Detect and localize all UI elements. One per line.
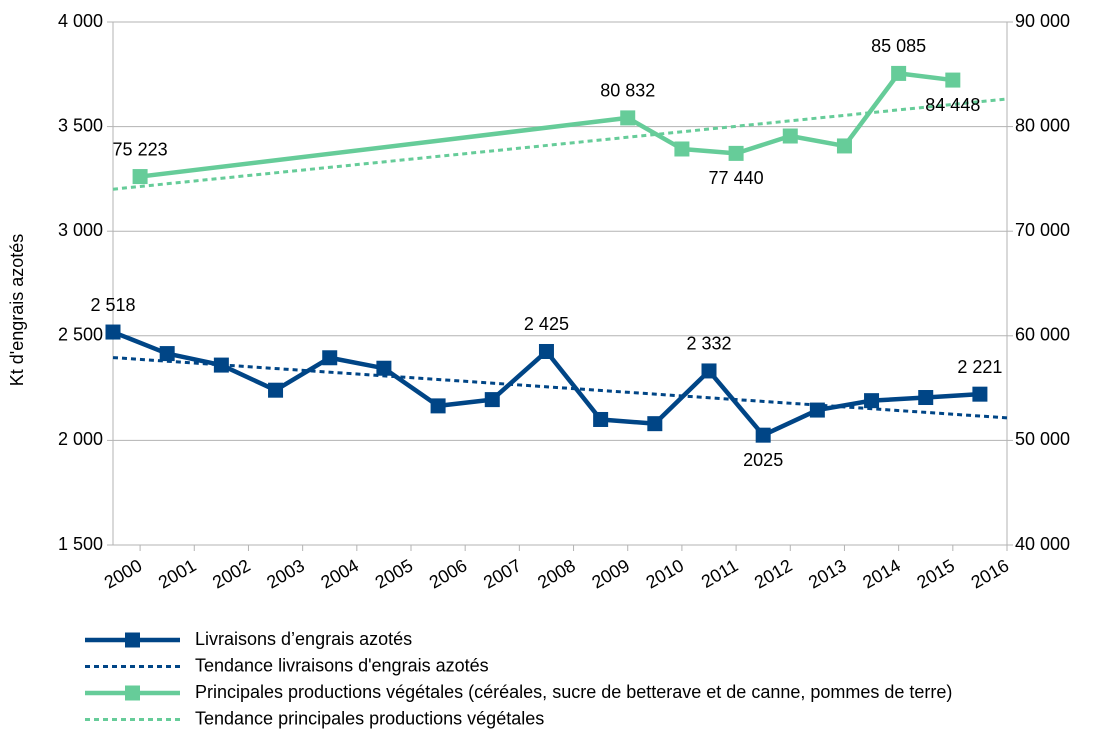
marker bbox=[132, 169, 148, 185]
x-tick-label: 2004 bbox=[317, 555, 362, 592]
marker bbox=[484, 392, 500, 408]
marker bbox=[701, 363, 717, 379]
x-tick-label: 2016 bbox=[968, 555, 1013, 592]
marker bbox=[918, 390, 934, 406]
data-label: 80 832 bbox=[600, 81, 655, 101]
marker bbox=[593, 411, 609, 427]
marker bbox=[430, 398, 446, 414]
marker bbox=[268, 382, 284, 398]
marker bbox=[538, 343, 554, 359]
y-tick-label: 3 500 bbox=[58, 115, 103, 135]
legend-label: Tendance principales productions végétal… bbox=[195, 708, 544, 728]
y2-tick-label: 60 000 bbox=[1015, 325, 1070, 345]
y2-tick-label: 40 000 bbox=[1015, 534, 1070, 554]
trend-line bbox=[112, 97, 1008, 191]
marker bbox=[836, 138, 852, 154]
marker bbox=[972, 386, 988, 402]
data-label: 2 425 bbox=[524, 314, 569, 334]
x-tick-label: 2006 bbox=[426, 555, 471, 592]
marker bbox=[213, 357, 229, 373]
marker bbox=[159, 346, 175, 362]
x-tick-label: 2014 bbox=[859, 555, 904, 592]
x-tick-label: 2008 bbox=[534, 555, 579, 592]
marker bbox=[891, 65, 907, 81]
series-line bbox=[139, 71, 954, 179]
marker bbox=[322, 350, 338, 366]
data-label: 84 448 bbox=[925, 95, 980, 115]
x-tick-label: 2005 bbox=[372, 555, 417, 592]
data-label: 77 440 bbox=[709, 168, 764, 188]
y2-tick-label: 50 000 bbox=[1015, 429, 1070, 449]
marker bbox=[620, 110, 636, 126]
data-label: 2 221 bbox=[957, 357, 1002, 377]
marker bbox=[376, 360, 392, 376]
x-tick-label: 2011 bbox=[698, 555, 742, 592]
y2-tick-label: 80 000 bbox=[1015, 115, 1070, 135]
x-tick-label: 2001 bbox=[155, 555, 200, 592]
y-tick-label: 4 000 bbox=[58, 11, 103, 31]
y2-tick-label: 70 000 bbox=[1015, 220, 1070, 240]
marker bbox=[105, 324, 121, 340]
x-tick-label: 2013 bbox=[805, 555, 850, 592]
legend-marker bbox=[125, 685, 140, 701]
marker bbox=[864, 393, 880, 409]
legend-label: Livraisons d’engrais azotés bbox=[195, 629, 412, 649]
data-label: 75 223 bbox=[113, 139, 168, 159]
y2-tick-label: 90 000 bbox=[1015, 11, 1070, 31]
y-tick-label: 2 500 bbox=[58, 325, 103, 345]
data-label: 2 518 bbox=[90, 295, 135, 315]
data-label: 85 085 bbox=[871, 36, 926, 56]
x-tick-label: 2003 bbox=[263, 555, 308, 592]
data-label: 2 332 bbox=[686, 334, 731, 354]
marker bbox=[755, 427, 771, 443]
y-axis-label: Kt d'engrais azotés bbox=[7, 234, 27, 387]
x-tick-label: 2007 bbox=[480, 555, 525, 592]
x-tick-label: 2012 bbox=[751, 555, 796, 592]
marker bbox=[809, 402, 825, 418]
marker bbox=[728, 145, 744, 161]
x-tick-label: 2015 bbox=[913, 555, 958, 592]
x-tick-label: 2000 bbox=[101, 555, 146, 592]
x-tick-label: 2009 bbox=[588, 555, 633, 592]
marker bbox=[674, 141, 690, 157]
x-tick-label: 2010 bbox=[643, 555, 688, 592]
y-tick-label: 1 500 bbox=[58, 534, 103, 554]
legend-marker bbox=[125, 632, 140, 648]
marker bbox=[782, 128, 798, 144]
legend-label: Tendance livraisons d'engrais azotés bbox=[195, 655, 489, 675]
x-tick-label: 2002 bbox=[209, 555, 254, 592]
y-tick-label: 2 000 bbox=[58, 429, 103, 449]
marker bbox=[647, 416, 663, 432]
marker bbox=[945, 72, 961, 88]
legend-label: Principales productions végétales (céréa… bbox=[195, 682, 952, 702]
data-label: 2025 bbox=[743, 450, 783, 470]
y-tick-label: 3 000 bbox=[58, 220, 103, 240]
